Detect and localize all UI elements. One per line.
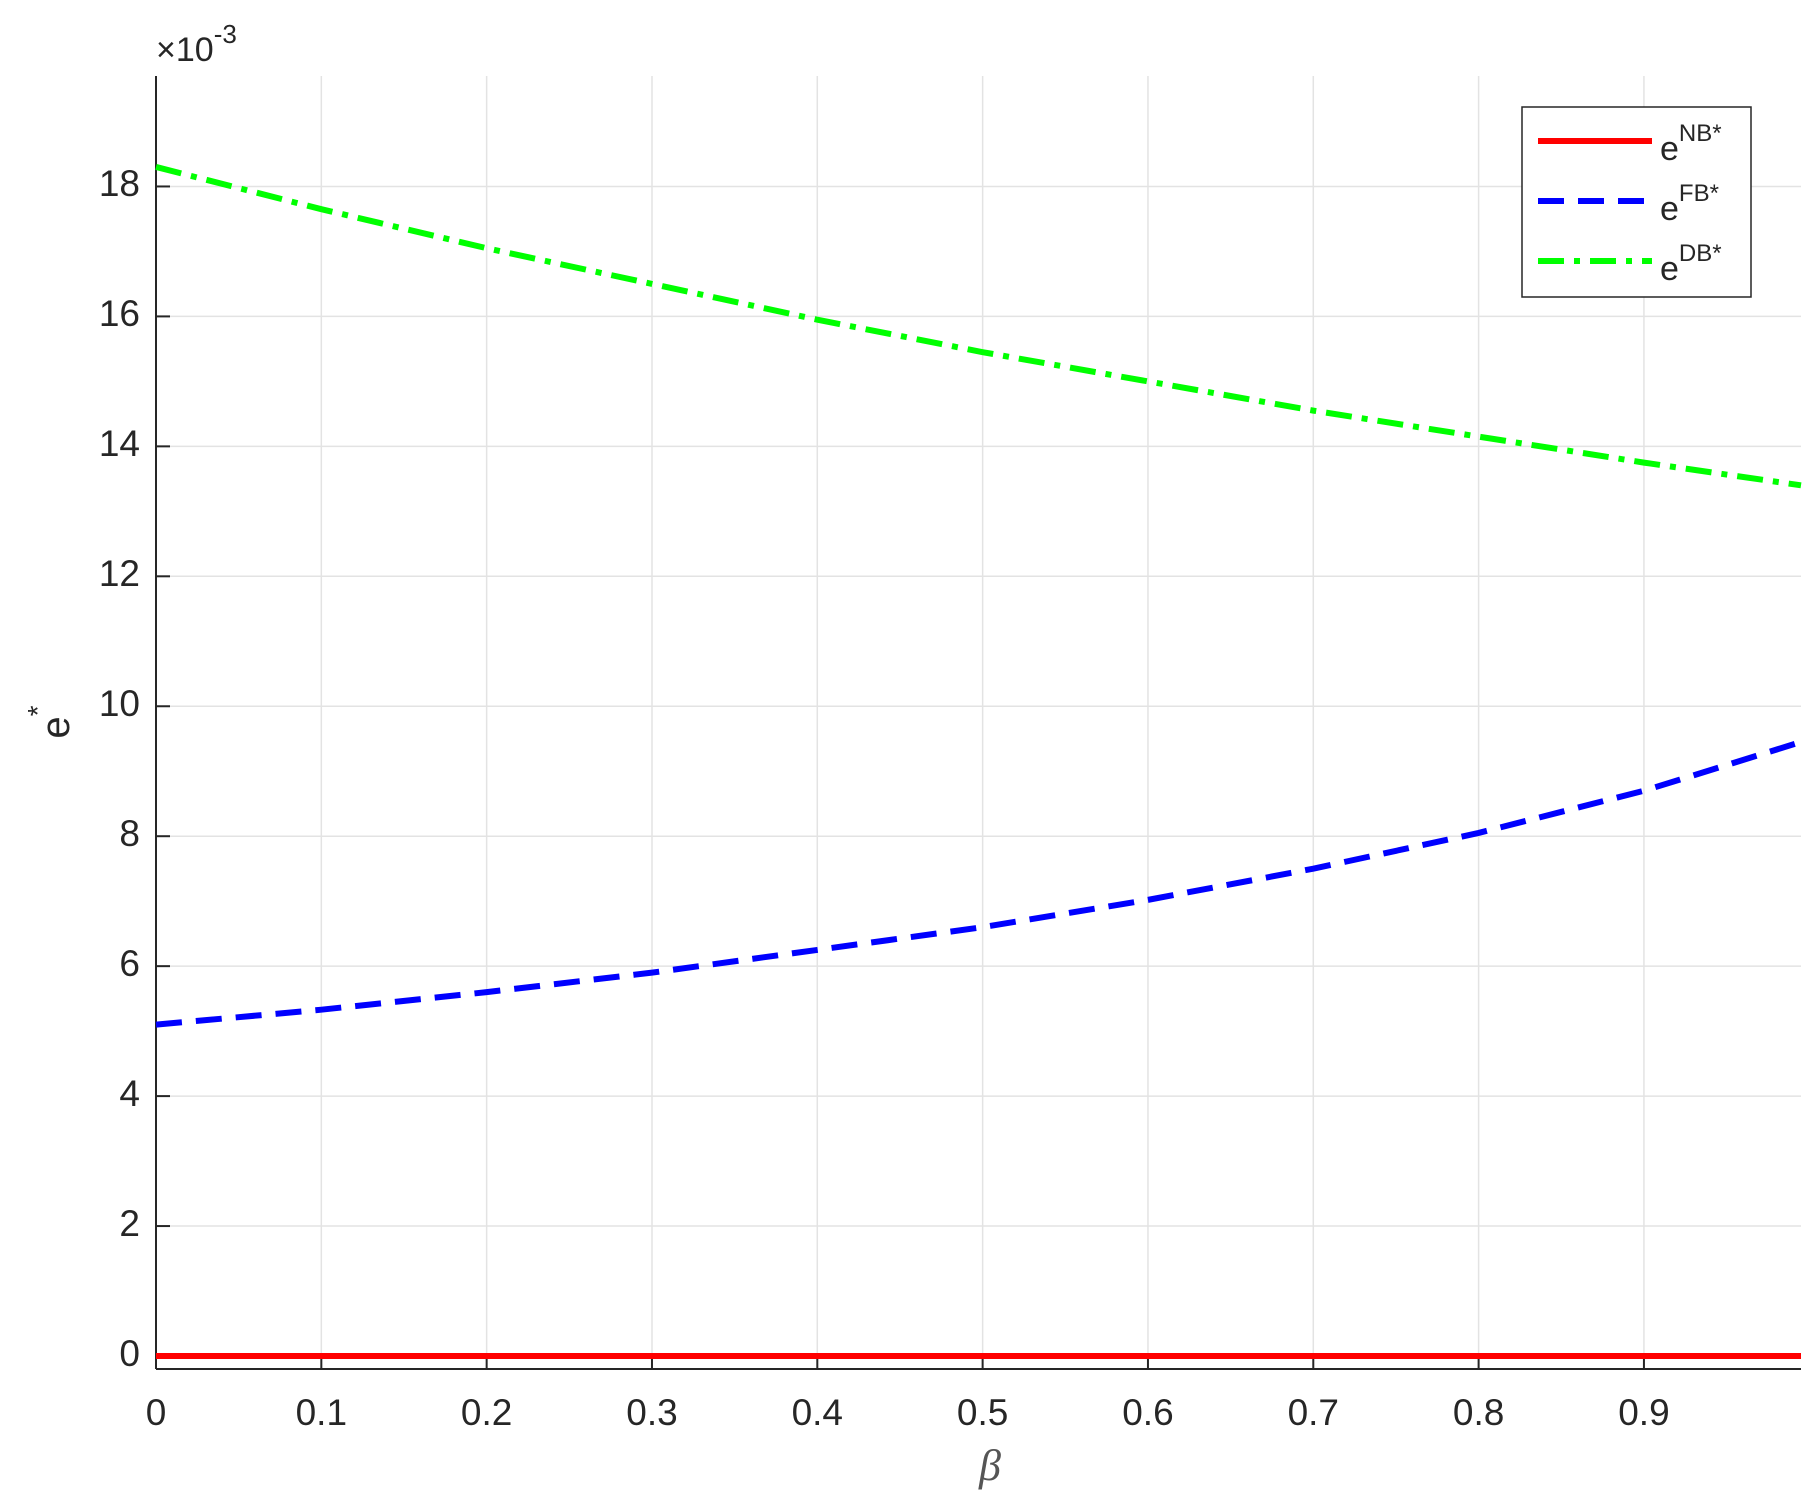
y-exponent-base: ×10 <box>156 31 214 69</box>
x-tick-label: 0 <box>146 1392 167 1433</box>
x-tick-label: 0.4 <box>792 1392 843 1433</box>
x-tick-label: 0.8 <box>1453 1392 1504 1433</box>
legend-label-base: e <box>1660 130 1679 168</box>
legend-label-superscript: DB* <box>1679 240 1722 267</box>
legend-label-base: e <box>1660 250 1679 288</box>
y-tick-label: 18 <box>99 163 140 204</box>
y-tick-label: 16 <box>99 293 140 334</box>
x-tick-label: 0.9 <box>1618 1392 1669 1433</box>
series-line <box>155 739 1802 1028</box>
x-tick-label: 0.3 <box>626 1392 677 1433</box>
y-exponent-power: -3 <box>214 19 237 49</box>
series-line <box>155 164 1802 489</box>
y-tick-label: 8 <box>119 813 140 854</box>
legend-label: eDB* <box>1660 240 1722 288</box>
y-axis-label-base: e <box>34 716 78 738</box>
legend-label-superscript: FB* <box>1679 180 1719 207</box>
y-axis-label: e* <box>22 705 77 738</box>
y-axis-label-superscript: * <box>22 705 53 716</box>
y-tick-label: 2 <box>119 1203 140 1244</box>
y-exponent: ×10-3 <box>156 19 237 69</box>
y-tick-label: 12 <box>99 553 140 594</box>
legend-label: eNB* <box>1660 120 1722 168</box>
legend-label-base: e <box>1660 190 1679 228</box>
y-tick-label: 14 <box>99 423 140 464</box>
x-tick-label: 0.1 <box>296 1392 347 1433</box>
y-tick-label: 6 <box>119 943 140 984</box>
x-tick-label: 0.6 <box>1122 1392 1173 1433</box>
y-tick-label: 0 <box>119 1333 140 1374</box>
x-tick-label: 0.5 <box>957 1392 1008 1433</box>
legend-label: eFB* <box>1660 180 1719 228</box>
x-tick-label: 0.7 <box>1288 1392 1339 1433</box>
y-tick-label: 10 <box>99 683 140 724</box>
x-axis-label: β <box>978 1441 1001 1490</box>
x-tick-label: 0.2 <box>461 1392 512 1433</box>
legend-label-superscript: NB* <box>1679 120 1722 147</box>
y-tick-label: 4 <box>119 1073 140 1114</box>
